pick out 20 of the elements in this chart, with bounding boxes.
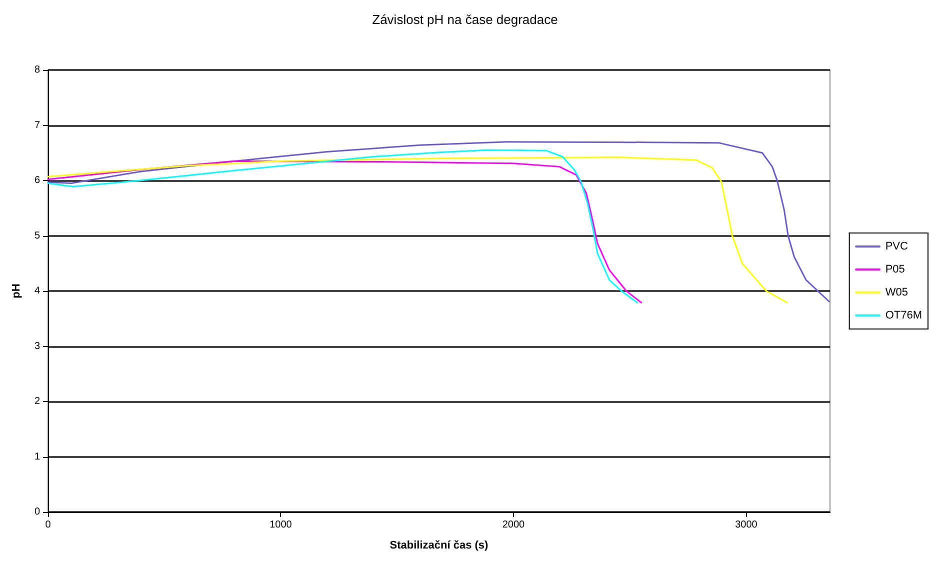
x-tick-label: 2000 [502,520,526,530]
y-tick-label: 2 [34,396,40,407]
y-axis-title: pH [10,284,22,298]
x-tick-label: 1000 [270,520,292,530]
y-tick-label: 3 [34,340,40,352]
legend-label: P05 [885,264,905,276]
x-tick-label: 3000 [735,520,758,530]
legend-label: OT76M [885,310,922,322]
y-tick-label: 7 [34,120,40,131]
legend-label: W05 [885,286,908,298]
x-tick-label: 0 [45,520,52,530]
y-tick-label: 1 [34,451,40,462]
y-tick-label: 0 [34,506,40,518]
chart-title: Závislost pH na čase degradace [372,12,558,27]
y-tick-label: 8 [34,64,40,76]
legend-label: PVC [885,240,908,252]
x-axis-title: Stabilizační čas (s) [390,540,489,552]
y-tick-label: 5 [34,230,40,242]
y-tick-label: 4 [34,286,40,296]
y-tick-label: 6 [34,175,40,186]
